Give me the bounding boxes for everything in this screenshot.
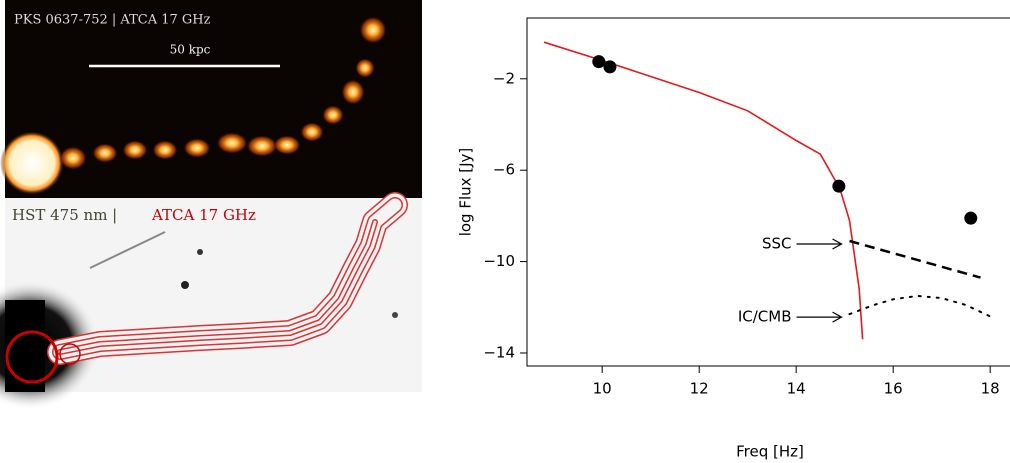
x-tick-label: 12 xyxy=(690,380,709,398)
image-label: ATCA 17 GHz xyxy=(151,206,256,224)
x-tick-label: 10 xyxy=(593,380,612,398)
annotation: SSC xyxy=(762,235,792,253)
radio-image: PKS 0637-752 | ATCA 17 GHz 50 kpc xyxy=(0,0,422,198)
chart: Freq [Hz] log Flux [Jy] 10 12 14 16 18 −2 −6 −1… xyxy=(457,17,1010,461)
x-tick-label: 18 xyxy=(981,380,1000,398)
y-tick-label: −10 xyxy=(483,252,515,270)
image-label: HST 475 nm | xyxy=(12,206,117,224)
data-point xyxy=(964,211,978,225)
annotation-arrowhead xyxy=(832,238,843,250)
annotation: IC/CMB xyxy=(738,308,792,326)
x-tick-label: 16 xyxy=(884,380,903,398)
data-point xyxy=(603,60,617,74)
plot-frame xyxy=(526,17,1010,367)
ic-cmb-line xyxy=(848,294,992,318)
image-label: PKS 0637-752 | ATCA 17 GHz xyxy=(14,13,211,28)
ssc-line xyxy=(849,239,981,279)
data-point xyxy=(592,55,606,69)
y-tick-label: −2 xyxy=(493,69,515,87)
x-tick-label: 14 xyxy=(787,380,806,398)
y-tick-label: −6 xyxy=(493,161,515,179)
optical-image: HST 475 nm | ATCA 17 GHz xyxy=(0,192,422,410)
x-axis-label: Freq [Hz] xyxy=(736,443,804,461)
y-tick-label: −14 xyxy=(483,343,515,361)
annotation-arrowhead xyxy=(832,311,843,323)
data-point xyxy=(832,179,846,193)
y-axis-label: log Flux [Jy] xyxy=(457,148,475,237)
model-curve xyxy=(543,41,864,340)
scale-label: 50 kpc xyxy=(170,43,211,57)
